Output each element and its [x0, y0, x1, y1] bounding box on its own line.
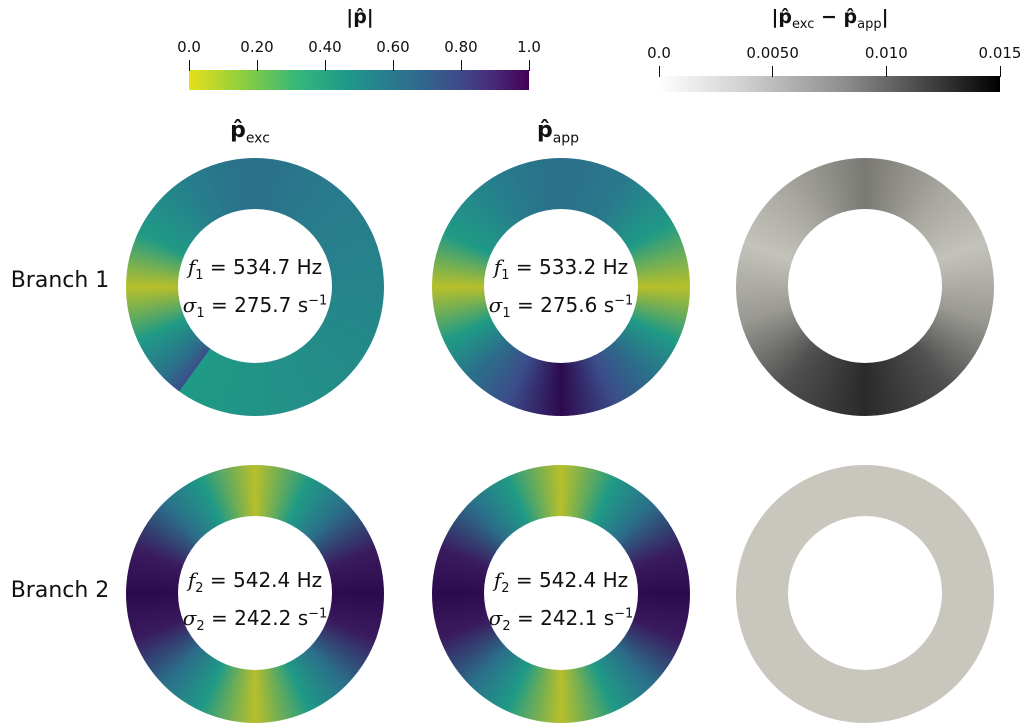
freq-sub: 2	[501, 581, 510, 596]
difference-tick-mark	[999, 66, 1001, 77]
magnitude-colorbar	[189, 70, 529, 90]
difference-tick-mark	[772, 66, 774, 77]
sigma-unit-exp: −1	[308, 606, 328, 622]
freq-sub: 2	[195, 581, 204, 596]
sigma-value: = 242.1 s	[516, 606, 615, 630]
magnitude-tick-label: 1.0	[517, 38, 541, 56]
annotation-branch-1-exc-freq: f1 = 534.7 Hz	[155, 255, 355, 283]
freq-symbol: f	[187, 255, 196, 279]
sigma-symbol: σ	[488, 606, 503, 630]
diff-title-end: |	[881, 6, 889, 28]
magnitude-tick-label: 0.0	[177, 38, 201, 56]
magnitude-colorbar-title: |p̂|	[346, 6, 374, 28]
difference-colorbar-title: |p̂exc − p̂app|	[720, 6, 940, 32]
sigma-sub: 2	[196, 619, 205, 634]
difference-tick-label: 0.0050	[746, 44, 799, 62]
sigma-symbol: σ	[182, 606, 197, 630]
sigma-sub: 1	[502, 306, 511, 321]
difference-tick-label: 0.010	[864, 44, 908, 62]
freq-value: = 542.4 Hz	[515, 568, 629, 592]
row-label-branch-2: Branch 2	[10, 578, 110, 603]
diff-title-start: |p̂	[771, 6, 792, 28]
diff-title-sub2: app	[857, 16, 882, 32]
column-header-exc-sub: exc	[245, 130, 270, 147]
diff-title-sub1: exc	[791, 16, 815, 32]
magnitude-tick-label: 0.40	[308, 38, 342, 56]
column-header-exc: p̂exc	[150, 118, 350, 146]
annotation-branch-2-app-freq: f2 = 542.4 Hz	[461, 568, 661, 596]
freq-symbol: f	[187, 568, 196, 592]
row-label-branch-1: Branch 1	[10, 268, 110, 293]
freq-value: = 534.7 Hz	[209, 255, 323, 279]
freq-value: = 533.2 Hz	[515, 255, 629, 279]
sigma-value: = 242.2 s	[210, 606, 309, 630]
ring-hole-branch-2-diff	[788, 516, 942, 670]
magnitude-tick-label: 0.20	[240, 38, 274, 56]
sigma-unit-exp: −1	[308, 293, 328, 309]
freq-symbol: f	[493, 568, 502, 592]
difference-tick-label: 0.015	[978, 44, 1022, 62]
column-header-exc-base: p̂	[230, 118, 246, 143]
difference-tick-mark	[658, 66, 660, 77]
diff-title-mid: − p̂	[814, 6, 858, 28]
magnitude-tick-mark	[188, 60, 190, 71]
ring-hole-branch-1-exc	[178, 209, 332, 363]
magnitude-tick-label: 0.80	[444, 38, 478, 56]
freq-sub: 1	[195, 268, 204, 283]
magnitude-tick-mark	[460, 60, 462, 71]
ring-hole-branch-2-exc	[178, 516, 332, 670]
magnitude-tick-mark	[392, 60, 394, 71]
sigma-value: = 275.6 s	[516, 293, 615, 317]
freq-value: = 542.4 Hz	[209, 568, 323, 592]
magnitude-tick-mark	[528, 60, 530, 71]
column-header-app: p̂app	[458, 118, 658, 146]
sigma-sub: 1	[196, 306, 205, 321]
sigma-unit-exp: −1	[614, 293, 634, 309]
sigma-value: = 275.7 s	[210, 293, 309, 317]
sigma-sub: 2	[502, 619, 511, 634]
sigma-unit-exp: −1	[614, 606, 634, 622]
difference-tick-mark	[885, 66, 887, 77]
magnitude-tick-label: 0.60	[376, 38, 410, 56]
magnitude-tick-mark	[256, 60, 258, 71]
freq-symbol: f	[493, 255, 502, 279]
sigma-symbol: σ	[488, 293, 503, 317]
annotation-branch-2-exc-growth: σ2 = 242.2 s−1	[155, 606, 355, 634]
freq-sub: 1	[501, 268, 510, 283]
annotation-branch-2-app-growth: σ2 = 242.1 s−1	[461, 606, 661, 634]
ring-hole-branch-2-app	[484, 516, 638, 670]
column-header-app-sub: app	[552, 130, 580, 147]
difference-tick-label: 0.0	[647, 44, 671, 62]
column-header-app-base: p̂	[536, 118, 553, 143]
ring-hole-branch-1-diff	[788, 209, 942, 363]
sigma-symbol: σ	[182, 293, 197, 317]
magnitude-tick-mark	[324, 60, 326, 71]
difference-colorbar	[659, 76, 1000, 92]
ring-hole-branch-1-app	[484, 209, 638, 363]
annotation-branch-1-exc-growth: σ1 = 275.7 s−1	[155, 293, 355, 321]
annotation-branch-1-app-growth: σ1 = 275.6 s−1	[461, 293, 661, 321]
annotation-branch-1-app-freq: f1 = 533.2 Hz	[461, 255, 661, 283]
annotation-branch-2-exc-freq: f2 = 542.4 Hz	[155, 568, 355, 596]
